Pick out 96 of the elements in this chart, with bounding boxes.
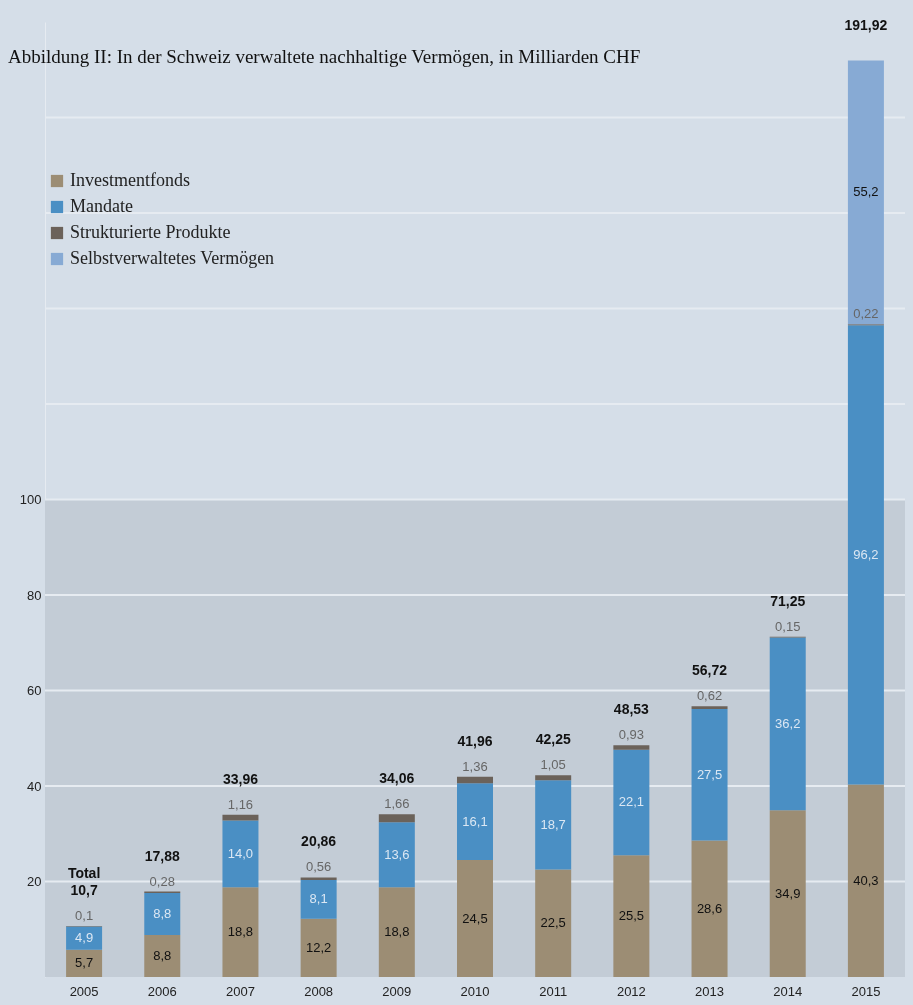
x-tick-label: 2015 — [851, 983, 881, 999]
y-tick-label: 20 — [27, 874, 42, 889]
bar — [300, 877, 337, 881]
x-tick-label: 2012 — [616, 983, 646, 999]
data-label: 25,5 — [618, 908, 645, 924]
data-label: 16,1 — [462, 813, 488, 829]
data-label: 22,1 — [618, 794, 645, 810]
text: Abbildung II: In der Schweiz verwaltete nachhaltige Vermögen, in Milliarden CHF — [8, 46, 641, 67]
y-tick-label: 40 — [27, 778, 42, 794]
x-tick-label: 2005 — [69, 983, 99, 999]
bar — [222, 887, 259, 977]
data-label: 40,3 — [853, 872, 879, 888]
data-label: 28,6 — [696, 900, 723, 916]
total-label: 33,96 — [222, 770, 259, 787]
data-label: 0,1 — [75, 907, 94, 923]
legend-label: Selbstverwaltetes Vermögen — [70, 248, 275, 268]
total-label: 34,06 — [379, 770, 415, 787]
x-tick-label: 2014 — [773, 983, 803, 999]
data-label: 1,16 — [227, 796, 254, 812]
data-label: 18,8 — [384, 924, 410, 940]
bar — [378, 814, 415, 823]
data-label: 0,28 — [149, 873, 175, 889]
data-label: 13,6 — [384, 846, 410, 862]
bar — [613, 749, 650, 856]
data-label: 24,5 — [462, 910, 488, 926]
bar — [378, 822, 415, 888]
bar — [847, 325, 884, 785]
x-tick-label: 2008 — [304, 983, 334, 999]
data-label: 34,9 — [775, 885, 801, 901]
bar — [613, 855, 650, 977]
data-label: 0,22 — [853, 306, 879, 322]
data-label: 5,7 — [75, 955, 94, 971]
data-label: 96,2 — [853, 546, 879, 562]
bar — [769, 810, 806, 977]
total-label: 41,96 — [457, 732, 493, 749]
data-label: 27,5 — [696, 766, 723, 782]
data-label: 1,05 — [540, 757, 566, 773]
total-label: Total 10,7 — [67, 864, 101, 898]
data-label: 8,1 — [309, 891, 328, 907]
bar — [144, 934, 181, 977]
bar — [535, 780, 572, 870]
bar — [66, 949, 103, 977]
data-label: 18,7 — [540, 816, 566, 832]
data-label: 0,56 — [305, 859, 332, 875]
data-label: 14,0 — [227, 845, 254, 861]
bar — [300, 880, 337, 919]
data-label: 1,66 — [384, 796, 410, 812]
bar — [613, 745, 650, 750]
y-tick-label: 100 — [19, 492, 42, 507]
data-label: 22,5 — [540, 915, 566, 931]
x-tick-label: 2006 — [147, 983, 177, 999]
bar — [222, 820, 259, 888]
legend-label: Investmentfonds — [70, 170, 190, 190]
data-label: 8,8 — [153, 947, 172, 963]
total-label: 71,25 — [770, 592, 806, 609]
x-tick-label: 2013 — [695, 983, 725, 999]
total-label: 191,92 — [844, 16, 888, 33]
legend-label: Strukturierte Produkte — [70, 222, 231, 242]
y-tick-label: 80 — [27, 587, 42, 603]
y-tick-label: 60 — [27, 683, 42, 698]
data-label: 12,2 — [305, 939, 332, 955]
bar — [457, 776, 493, 784]
data-label: 55,2 — [853, 184, 879, 200]
bar — [535, 869, 572, 977]
legend-label: Mandate — [70, 196, 133, 216]
bar — [691, 706, 728, 710]
x-tick-label: 2007 — [225, 983, 255, 999]
total-label: 20,86 — [301, 833, 337, 850]
bar — [535, 775, 572, 781]
x-tick-label: 2009 — [382, 983, 412, 999]
bar — [847, 60, 884, 325]
data-label: 36,2 — [775, 715, 801, 731]
bar — [769, 637, 806, 811]
x-tick-label: 2011 — [539, 983, 568, 999]
data-label: 0,93 — [618, 727, 645, 743]
bar — [144, 892, 181, 935]
bar — [457, 783, 493, 861]
data-label: 0,15 — [775, 618, 801, 634]
bar — [222, 814, 259, 821]
data-label: 4,9 — [75, 930, 94, 946]
bar — [300, 918, 337, 977]
x-tick-label: 2010 — [460, 983, 490, 999]
bar — [457, 860, 493, 977]
bar — [691, 709, 728, 841]
bar — [691, 840, 728, 977]
total-label: 42,25 — [535, 731, 571, 748]
bar — [378, 887, 415, 977]
total-label: 48,53 — [613, 701, 650, 718]
data-label: 8,8 — [153, 905, 172, 921]
data-label: 0,62 — [696, 688, 723, 704]
bar — [847, 784, 884, 977]
total-label: 17,88 — [144, 847, 180, 864]
total-label: 56,72 — [692, 662, 728, 679]
bar — [66, 926, 103, 950]
data-label: 1,36 — [462, 758, 488, 774]
data-label: 18,8 — [227, 924, 254, 940]
